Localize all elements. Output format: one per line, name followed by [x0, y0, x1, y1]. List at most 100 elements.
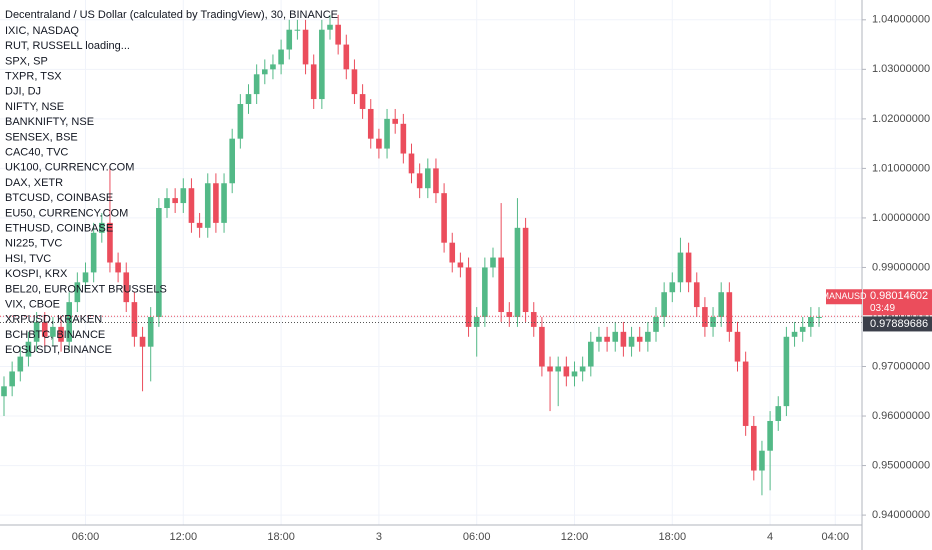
x-tick-label: 12:00	[561, 531, 589, 543]
candle-body	[636, 336, 643, 342]
candle-body	[563, 366, 570, 377]
symbol-item: NI225, TVC	[5, 238, 62, 250]
x-tick-label: 3	[376, 531, 382, 543]
candle-body	[319, 29, 325, 100]
candle-body	[693, 282, 700, 308]
candle-body	[9, 371, 15, 387]
symbol-item: BANKNIFTY, NSE	[5, 116, 94, 128]
x-tick-label: 04:00	[822, 531, 850, 543]
candle-body	[555, 366, 561, 372]
candle-body	[530, 312, 537, 327]
symbol-item: DAX, XETR	[5, 177, 63, 189]
candle-body	[783, 336, 790, 407]
candle-body	[58, 326, 64, 342]
candle-body	[82, 272, 89, 283]
y-tick-label: 1.00000000	[872, 212, 930, 224]
symbol-item: HSI, TVC	[5, 253, 51, 265]
y-tick-label: 0.97000000	[872, 360, 930, 372]
candle-body	[702, 307, 708, 327]
x-tick-label: 4	[767, 531, 773, 543]
symbol-item: BCHBTC, BINANCE	[5, 329, 105, 341]
candle-body	[416, 173, 423, 189]
candle-body	[669, 282, 676, 293]
candle-body	[734, 331, 741, 362]
reference-price-box	[863, 316, 932, 332]
candle-body	[351, 69, 358, 95]
candle-body	[367, 108, 374, 139]
symbol-item: VIX, CBOE	[5, 299, 60, 311]
candle-body	[1, 386, 7, 397]
symbol-item: TXPR, TSX	[5, 71, 62, 83]
candle-body	[433, 168, 439, 194]
candle-body	[473, 316, 480, 327]
last-price-label: 0.98014602	[870, 290, 928, 302]
symbol-item: EU50, CURRENCY.COM	[5, 207, 128, 219]
candle-body	[237, 104, 244, 139]
candle-body	[17, 356, 24, 372]
candle-body	[253, 74, 260, 95]
candle-body	[425, 168, 431, 189]
candle-body	[677, 252, 684, 283]
candle-body	[66, 302, 72, 342]
candle-body	[482, 267, 488, 317]
candle-body	[310, 64, 317, 100]
candle-body	[286, 29, 293, 50]
y-tick-label: 1.02000000	[872, 113, 930, 125]
candle-body	[302, 29, 309, 65]
candle-body	[588, 341, 594, 367]
symbol-tag-label: MANAUSD	[821, 291, 867, 301]
x-tick-label: 06:00	[72, 531, 100, 543]
candle-body	[506, 312, 513, 317]
y-tick-label: 0.95000000	[872, 459, 930, 471]
candle-body	[180, 188, 187, 204]
candle-body	[164, 198, 170, 209]
candle-body	[400, 123, 407, 154]
y-tick-label: 0.99000000	[872, 261, 930, 273]
candle-body	[799, 326, 806, 332]
candle-body	[490, 257, 496, 268]
symbol-item: ETHUSD, COINBASE	[5, 223, 113, 235]
candle-body	[245, 94, 252, 105]
candle-body	[99, 222, 105, 233]
candle-body	[392, 118, 398, 124]
x-tick-label: 18:00	[659, 531, 687, 543]
candle-body	[645, 331, 651, 342]
candle-body	[384, 118, 390, 149]
candle-body	[294, 29, 301, 31]
candle-body	[107, 222, 113, 263]
symbol-item: DJI, DJ	[5, 86, 41, 98]
candle-body	[376, 138, 382, 149]
last-price-box	[863, 289, 932, 316]
candle-body	[718, 292, 724, 317]
candle-body	[612, 331, 619, 342]
candle-body	[653, 316, 659, 332]
candle-body	[25, 341, 32, 357]
x-tick-label: 06:00	[463, 531, 491, 543]
candle-body	[441, 193, 447, 243]
candle-body	[661, 292, 667, 317]
candle-body	[751, 425, 757, 471]
symbol-item: UK100, CURRENCY.COM	[5, 162, 134, 174]
symbol-item: NIFTY, NSE	[5, 101, 64, 113]
symbol-item: RUT, RUSSELL loading...	[5, 40, 130, 52]
candle-body	[710, 316, 716, 327]
candle-body	[33, 321, 40, 342]
symbol-item: SENSEX, BSE	[5, 131, 78, 143]
candle-body	[229, 138, 235, 184]
candle-body	[188, 188, 195, 223]
candle-body	[41, 321, 48, 337]
candle-body	[449, 242, 456, 263]
symbol-item: BEL20, EURONEXT BRUSSELS	[5, 283, 167, 295]
y-tick-label: 1.01000000	[872, 162, 930, 174]
candle-body	[359, 94, 366, 109]
x-tick-label: 12:00	[170, 531, 198, 543]
candle-body	[156, 208, 162, 317]
y-tick-label: 0.94000000	[872, 509, 930, 521]
candle-body	[596, 336, 602, 342]
candle-body	[204, 183, 211, 228]
symbol-item: KOSPI, KRX	[5, 268, 68, 280]
candle-body	[115, 262, 121, 273]
candle-body	[262, 69, 268, 75]
axes: 0.94000000 0.95000000 0.96000000 0.97000000…	[72, 14, 932, 543]
symbol-tag	[826, 289, 862, 305]
